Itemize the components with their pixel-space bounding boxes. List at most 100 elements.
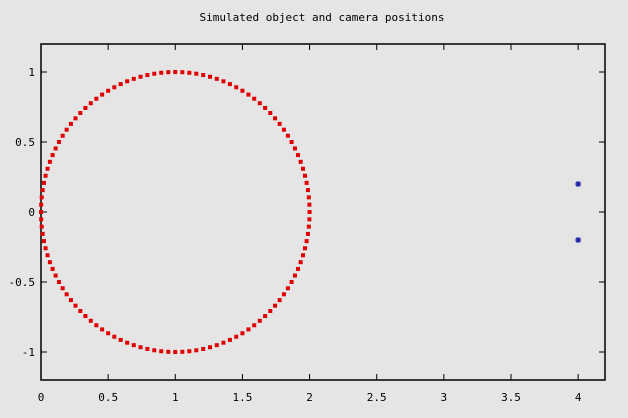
object-point [53, 146, 58, 151]
object-point [73, 116, 78, 121]
object-point [187, 70, 192, 75]
object-point [246, 92, 251, 97]
object-point [40, 231, 45, 236]
object-point [39, 202, 44, 207]
object-point [268, 308, 273, 313]
object-point [194, 348, 199, 353]
object-point [39, 224, 44, 229]
object-point [83, 105, 88, 110]
object-point [307, 202, 312, 207]
object-point [298, 159, 303, 164]
object-point [240, 331, 245, 336]
object-point [252, 96, 257, 101]
object-point [68, 298, 73, 303]
camera-point [575, 181, 582, 187]
y-tick-label: 1 [28, 66, 35, 79]
object-point [94, 323, 99, 328]
x-tick-label: 1 [172, 391, 179, 404]
object-point [125, 340, 130, 345]
x-tick-label: 0.5 [98, 391, 118, 404]
object-point [50, 153, 55, 158]
x-tick-label: 3 [441, 391, 448, 404]
object-point [100, 327, 105, 332]
object-point [221, 340, 226, 345]
object-point [292, 273, 297, 278]
object-point [221, 79, 226, 84]
object-point [180, 70, 185, 75]
object-positions-series [39, 70, 312, 354]
y-tick-label: -0.5 [9, 276, 36, 289]
object-point [43, 173, 48, 178]
object-point [295, 266, 300, 271]
object-point [131, 343, 136, 348]
object-point [40, 188, 45, 193]
object-point [295, 153, 300, 158]
object-point [263, 314, 268, 319]
object-point [39, 217, 44, 222]
object-point [187, 349, 192, 354]
object-point [73, 303, 78, 308]
object-point [118, 337, 123, 342]
object-point [300, 253, 305, 258]
object-point [138, 345, 143, 350]
object-point [39, 195, 44, 200]
x-tick-label: 1.5 [232, 391, 252, 404]
object-point [285, 133, 290, 138]
x-tick-label: 2 [306, 391, 313, 404]
object-point [292, 146, 297, 151]
object-point [214, 343, 219, 348]
object-point [173, 70, 178, 74]
object-point [131, 76, 136, 81]
object-point [64, 127, 69, 132]
object-point [304, 180, 309, 185]
object-point [50, 266, 55, 271]
object-point [56, 140, 61, 144]
object-point [166, 70, 171, 75]
object-point [39, 210, 43, 214]
object-point [166, 349, 171, 354]
object-point [289, 280, 294, 284]
object-point [78, 308, 83, 313]
object-point [277, 121, 282, 126]
object-point [306, 224, 311, 229]
object-point [252, 323, 257, 328]
object-point [307, 210, 312, 214]
object-point [257, 101, 262, 106]
object-point [201, 346, 206, 351]
object-point [47, 260, 52, 265]
camera-point-stroke [575, 237, 581, 243]
object-point [268, 111, 273, 116]
object-point [214, 76, 219, 81]
object-point [285, 286, 290, 291]
object-point [138, 74, 143, 79]
object-point [234, 334, 239, 339]
object-point [173, 350, 178, 354]
object-point [273, 303, 278, 308]
object-point [227, 82, 232, 87]
object-point [240, 88, 245, 93]
object-point [106, 88, 111, 93]
object-point [289, 140, 294, 144]
object-point [60, 286, 65, 291]
x-tick-label: 4 [575, 391, 582, 404]
x-tick-label: 3.5 [501, 391, 521, 404]
object-point [106, 331, 111, 336]
object-point [112, 334, 117, 339]
object-point [307, 217, 312, 222]
object-point [41, 180, 46, 185]
object-point [257, 318, 262, 323]
object-point [145, 346, 150, 351]
object-point [152, 71, 157, 76]
object-point [263, 105, 268, 110]
object-point [53, 273, 58, 278]
object-point [208, 345, 213, 350]
object-point [159, 349, 164, 354]
object-point [302, 173, 307, 178]
object-point [208, 74, 213, 79]
object-point [94, 96, 99, 101]
plot-frame [40, 43, 606, 381]
object-point [88, 101, 93, 106]
object-point [306, 195, 311, 200]
object-point [60, 133, 65, 138]
